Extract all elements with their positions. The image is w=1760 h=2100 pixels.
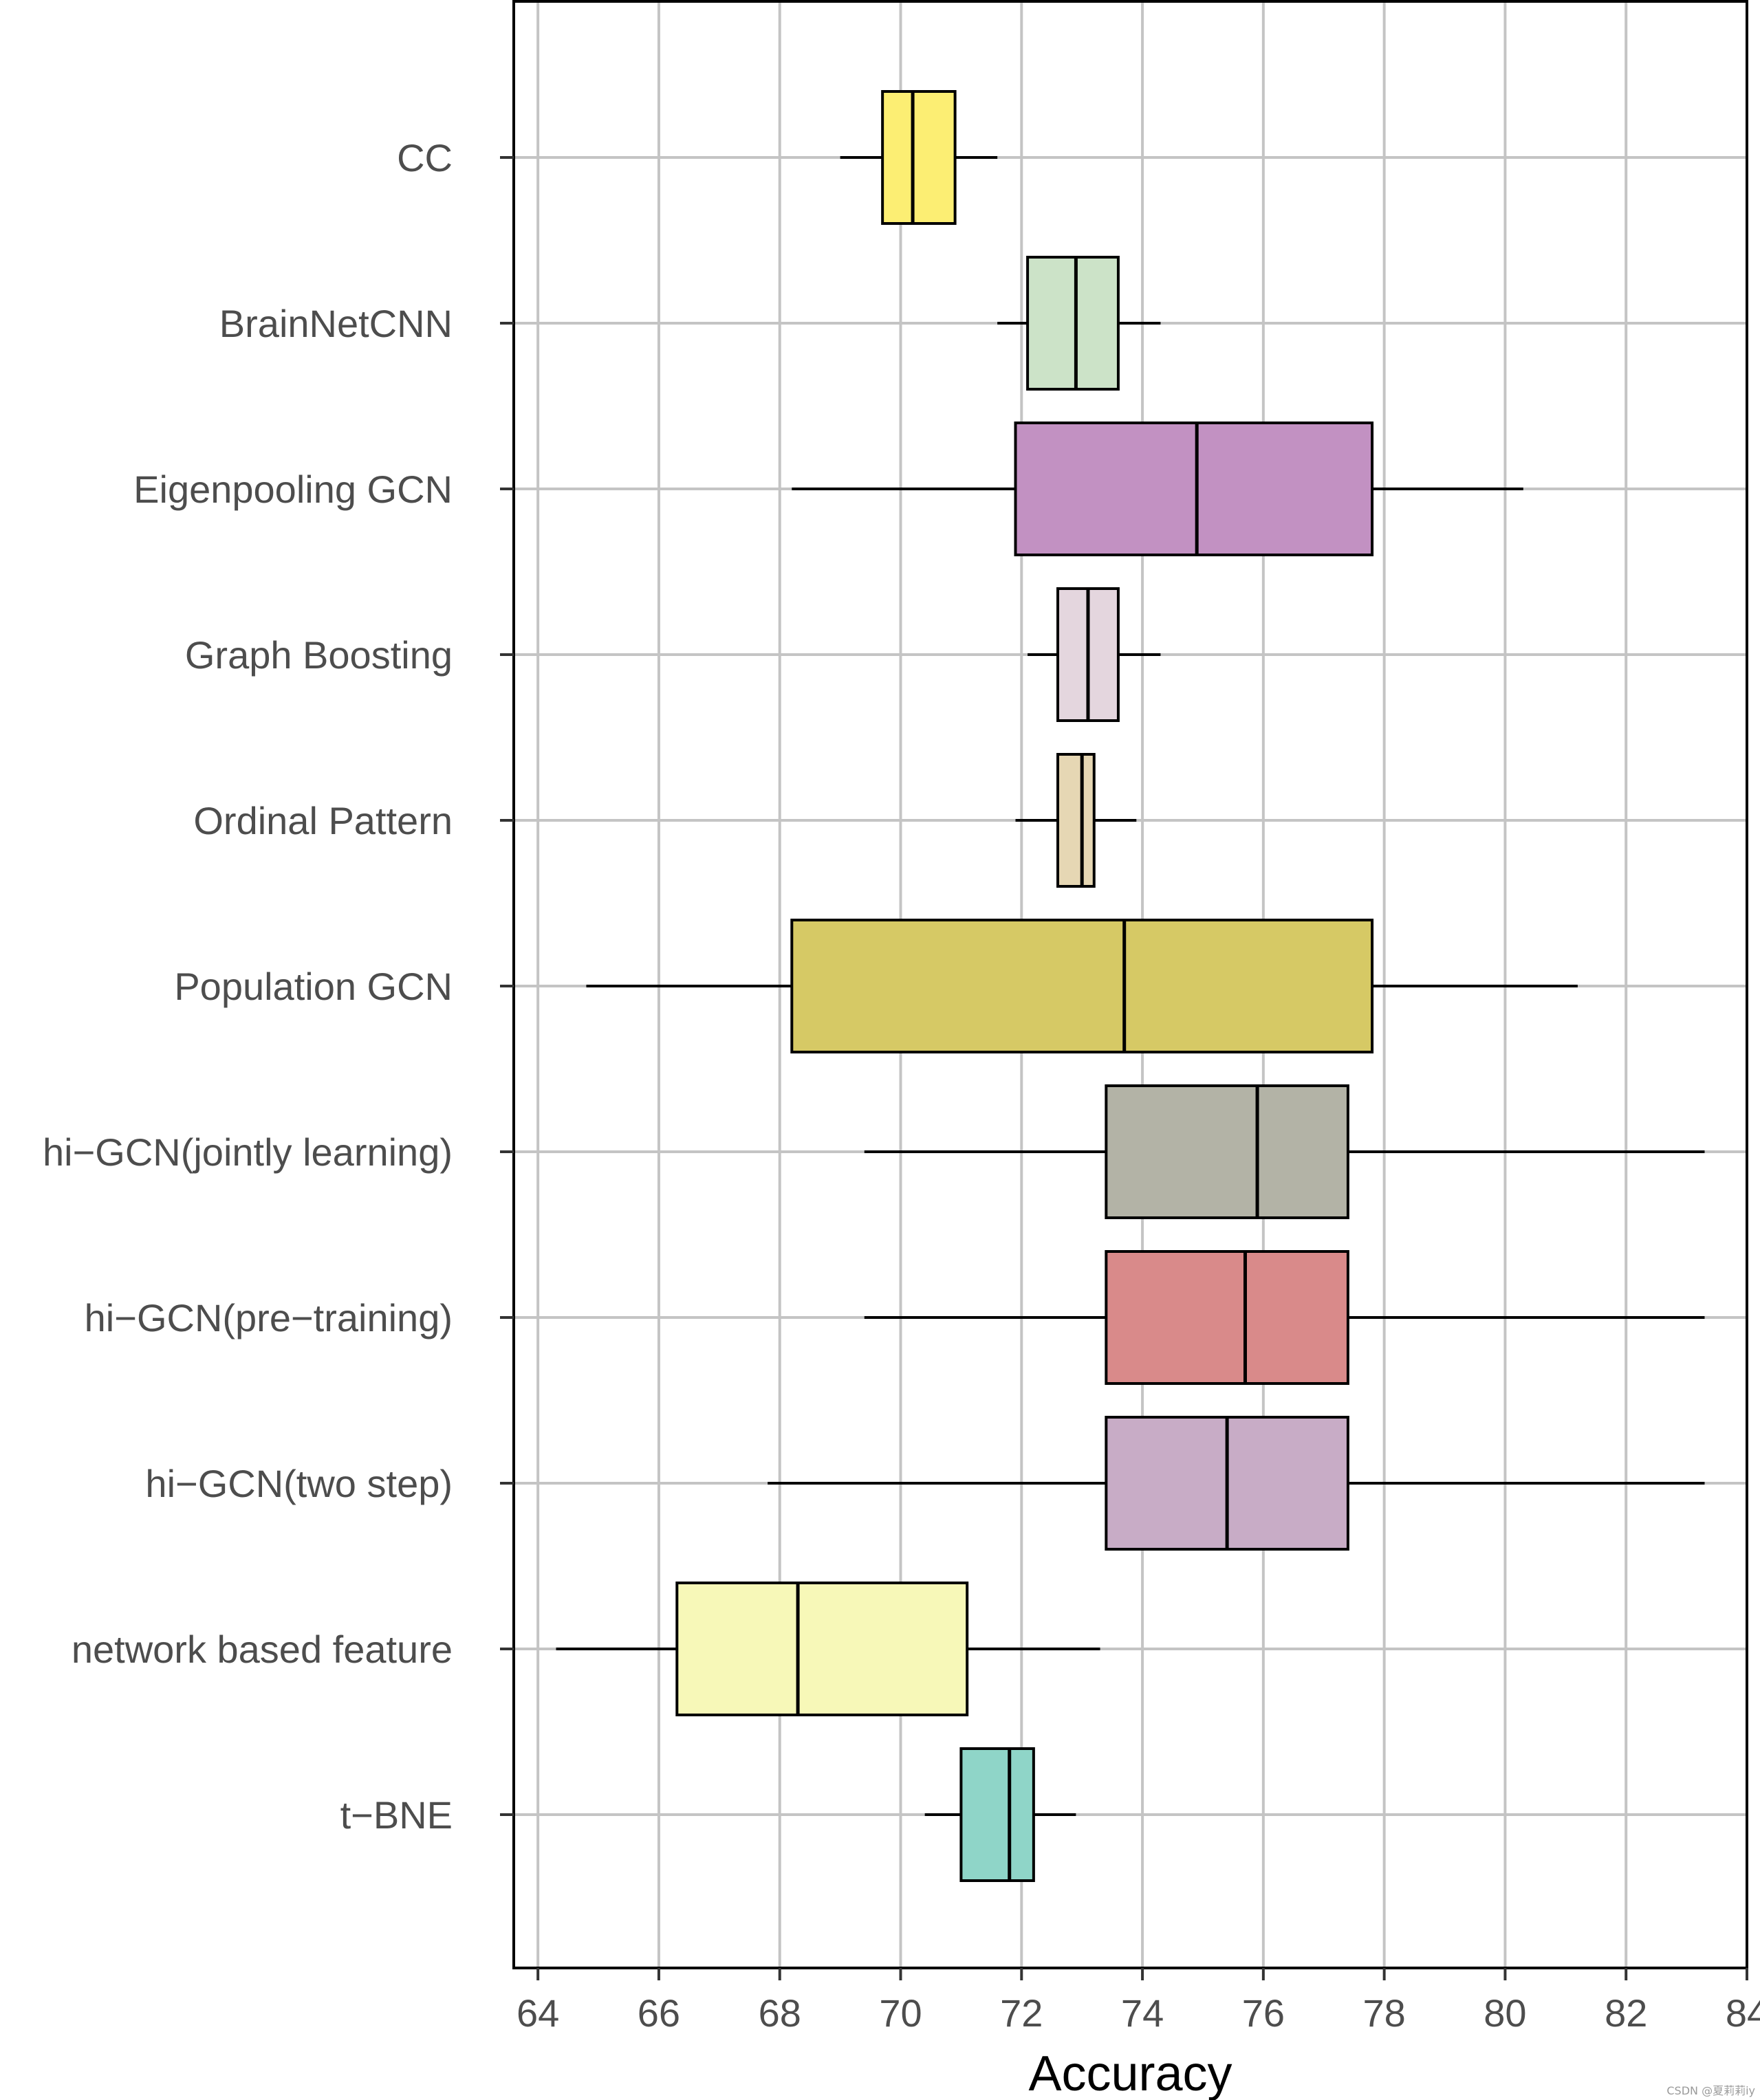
x-tick-label: 64 [517, 1991, 559, 2035]
box-body [790, 919, 1374, 1053]
category-label: hi−GCN(pre−training) [85, 1296, 453, 1339]
x-tick-label: 70 [879, 1991, 922, 2035]
category-label: Population GCN [174, 965, 453, 1008]
box-body [1105, 1084, 1349, 1219]
box-7 [864, 1250, 1705, 1385]
box-3 [1028, 587, 1161, 722]
box-body [959, 1747, 1035, 1882]
box-2 [792, 422, 1523, 556]
category-label: BrainNetCNN [219, 302, 453, 345]
category-label: Eigenpooling GCN [133, 468, 453, 511]
box-6 [864, 1084, 1705, 1219]
x-tick-label: 76 [1242, 1991, 1285, 2035]
category-label: network based feature [72, 1628, 453, 1671]
x-tick-label: 68 [759, 1991, 801, 2035]
category-label: hi−GCN(two step) [145, 1462, 453, 1505]
box-8 [768, 1416, 1705, 1551]
x-tick-label: 78 [1362, 1991, 1405, 2035]
x-axis-ticks: 64 66 68 70 72 74 76 78 80 82 84 [517, 1968, 1760, 2035]
category-labels: CC BrainNetCNN Eigenpooling GCN Graph Boost… [43, 136, 514, 1837]
x-axis-title: Accuracy [1028, 2046, 1232, 2100]
category-label: Graph Boosting [185, 633, 453, 677]
box-1 [997, 256, 1161, 391]
box-body [1026, 256, 1120, 391]
box-0 [840, 90, 998, 225]
category-label: Ordinal Pattern [193, 799, 453, 842]
box-body [881, 90, 957, 225]
box-4 [1015, 753, 1137, 888]
box-5 [586, 919, 1578, 1053]
x-tick-label: 84 [1726, 1991, 1760, 2035]
box-body [1056, 753, 1096, 888]
category-label: CC [397, 136, 453, 179]
x-tick-label: 74 [1121, 1991, 1164, 2035]
box-body [675, 1582, 969, 1716]
x-tick-label: 66 [638, 1991, 680, 2035]
box-10 [924, 1747, 1076, 1882]
category-label: t−BNE [340, 1793, 453, 1837]
watermark-text: CSDN @夏莉莉iy [1666, 2084, 1755, 2097]
x-tick-label: 80 [1484, 1991, 1526, 2035]
x-tick-label: 82 [1605, 1991, 1647, 2035]
box-body [1014, 422, 1374, 556]
box-9 [556, 1582, 1100, 1716]
box-body [1105, 1250, 1349, 1385]
x-tick-label: 72 [1000, 1991, 1043, 2035]
category-label: hi−GCN(jointly learning) [43, 1130, 453, 1174]
box-series [556, 90, 1705, 1882]
